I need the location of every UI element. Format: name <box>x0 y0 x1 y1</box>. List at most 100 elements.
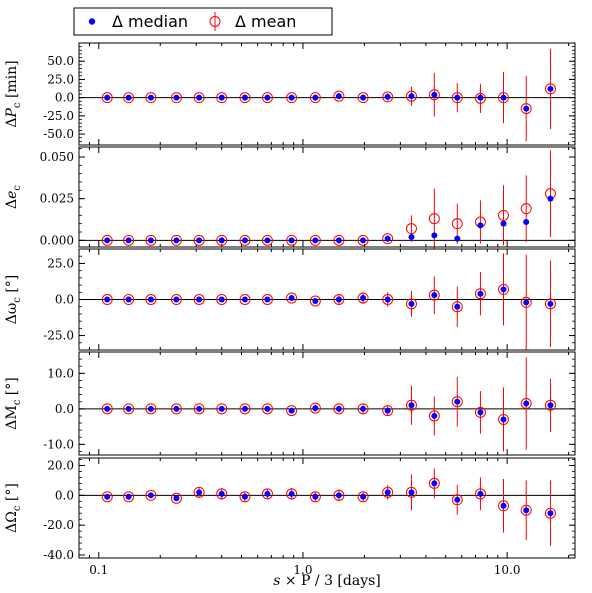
y-label-subscript: c <box>12 102 23 108</box>
mean-point <box>286 234 298 246</box>
y-tick-label: -25.0 <box>43 329 74 343</box>
mean-point <box>520 398 532 409</box>
median-point <box>523 219 530 225</box>
y-tick-label: 25.0 <box>47 72 74 86</box>
mean-point <box>193 403 205 415</box>
median-point <box>173 495 180 502</box>
median-point <box>104 296 111 303</box>
mean-point <box>216 488 228 500</box>
y-label-unit: [°] <box>4 483 20 505</box>
median-point <box>335 296 342 303</box>
median-point <box>288 407 295 414</box>
mean-point <box>170 492 182 504</box>
mean-point <box>145 234 157 246</box>
mean-point <box>261 294 273 305</box>
median-point <box>125 493 132 500</box>
median-point <box>288 295 295 302</box>
panel-5: -40.0 -20.0 0.0 20.0 ΔΩc [°] <box>4 457 576 562</box>
mean-point <box>261 488 273 500</box>
mean-point <box>428 410 440 422</box>
median-point <box>264 490 271 497</box>
median-point <box>547 510 554 517</box>
mean-point <box>101 92 113 104</box>
median-point <box>264 296 271 303</box>
median-point <box>196 296 203 303</box>
median-point <box>125 405 132 412</box>
mean-point <box>382 405 394 417</box>
mean-point <box>261 403 273 415</box>
mean-point <box>520 296 532 308</box>
mean-point <box>101 491 113 503</box>
median-point <box>477 94 484 101</box>
median-point <box>408 300 415 307</box>
mean-point <box>498 413 510 425</box>
mean-point <box>170 294 182 305</box>
mean-point <box>286 405 298 417</box>
median-point <box>218 94 225 101</box>
mean-point <box>428 289 440 301</box>
median-point <box>335 237 342 244</box>
median-point <box>264 405 271 412</box>
mean-point <box>101 234 113 246</box>
mean-point <box>145 294 157 305</box>
median-point <box>288 237 295 244</box>
median-point <box>500 416 507 423</box>
mean-point <box>474 488 486 500</box>
median-point <box>241 296 248 303</box>
median-point <box>408 93 415 100</box>
mean-point <box>544 507 556 519</box>
mean-point <box>309 234 321 246</box>
median-point <box>241 237 248 244</box>
median-point <box>218 405 225 412</box>
median-point <box>218 490 225 497</box>
mean-point <box>239 294 251 305</box>
median-point <box>500 94 507 101</box>
mean-point <box>216 294 228 305</box>
median-point <box>173 296 180 303</box>
mean-point <box>123 234 135 246</box>
x-tick-label: 1.0 <box>293 563 312 577</box>
y-label-unit: [°] <box>4 275 20 297</box>
median-point <box>523 507 530 514</box>
median-point <box>173 94 180 101</box>
mean-point <box>382 91 394 103</box>
y-label-delta: Δ <box>4 118 20 128</box>
mean-point <box>357 491 369 503</box>
panel-1: -50.0 -25.0 0.0 25.0 50.0 ΔPc [min] <box>4 42 576 146</box>
x-axis-label-symbol: s <box>273 573 280 589</box>
median-point <box>408 402 415 409</box>
mean-point <box>544 399 556 411</box>
median-point <box>335 93 342 100</box>
y-tick-label: 0.0 <box>55 293 74 307</box>
median-point <box>454 303 461 310</box>
mean-point <box>405 298 417 310</box>
mean-point <box>357 403 369 415</box>
median-point <box>454 398 461 405</box>
legend-median-label: Δ median <box>112 12 188 31</box>
y-axis-label: Δec <box>4 185 23 209</box>
mean-point <box>123 92 135 104</box>
median-point <box>384 489 391 496</box>
median-point <box>523 299 530 306</box>
y-tick-label: 0.0 <box>55 91 74 105</box>
median-point <box>125 296 132 303</box>
panel-frame <box>78 42 576 146</box>
median-point <box>218 237 225 244</box>
y-axis-label: Δωc [°] <box>4 275 23 325</box>
legend-mean-marker <box>209 16 221 27</box>
y-tick-label: -10.0 <box>43 437 74 451</box>
mean-point <box>145 489 157 501</box>
mean-point <box>451 218 463 230</box>
median-point <box>500 220 507 227</box>
y-tick-label: 0.0 <box>55 488 74 502</box>
y-tick-label: -40.0 <box>43 548 74 562</box>
mean-point <box>428 89 440 101</box>
mean-point <box>101 294 113 305</box>
median-point <box>477 290 484 297</box>
median-point <box>147 405 154 412</box>
median-point <box>288 490 295 497</box>
y-tick-label: -50.0 <box>43 127 74 141</box>
median-point <box>547 85 554 92</box>
mean-point <box>451 396 463 408</box>
